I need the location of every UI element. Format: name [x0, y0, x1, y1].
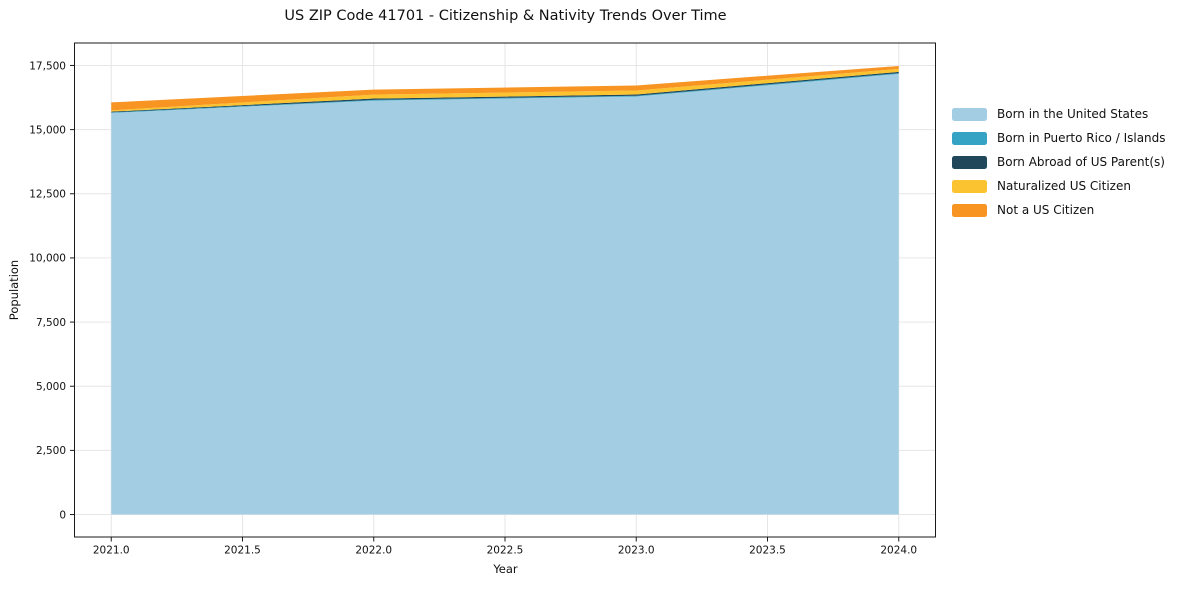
y-tick-label: 2,500: [36, 445, 66, 457]
legend-item: Born Abroad of US Parent(s): [952, 150, 1166, 174]
x-tick-label: 2021.5: [224, 545, 261, 557]
legend-item: Not a US Citizen: [952, 198, 1166, 222]
y-tick-label: 15,000: [29, 124, 66, 136]
legend: Born in the United States Born in Puerto …: [952, 102, 1166, 222]
x-tick-label: 2022.0: [355, 545, 392, 557]
legend-label: Naturalized US Citizen: [997, 179, 1131, 193]
legend-item: Born in the United States: [952, 102, 1166, 126]
stacked-areas: [111, 65, 899, 515]
y-tick-label: 0: [59, 509, 66, 521]
x-tick-label: 2022.5: [487, 545, 524, 557]
legend-label: Born in the United States: [997, 107, 1149, 121]
x-tick-label: 2023.5: [749, 545, 786, 557]
legend-swatch-icon: [952, 203, 987, 217]
plot-border: [74, 42, 936, 538]
legend-swatch-icon: [952, 179, 987, 193]
x-tick-label: 2021.0: [93, 545, 130, 557]
legend-swatch-icon: [952, 155, 987, 169]
legend-label: Born Abroad of US Parent(s): [997, 155, 1165, 169]
y-tick-label: 5,000: [36, 381, 66, 393]
x-axis-label: Year: [493, 562, 518, 576]
legend-swatch-icon: [952, 107, 987, 121]
tick-labels: 2021.0 2021.5 2022.0 2022.5 2023.0 2023.5 2024…: [29, 60, 917, 556]
y-tick-label: 17,500: [29, 60, 66, 72]
legend-label: Born in Puerto Rico / Islands: [997, 131, 1166, 145]
area-series-2: [111, 71, 899, 113]
x-tick-label: 2023.0: [618, 545, 655, 557]
legend-item: Naturalized US Citizen: [952, 174, 1166, 198]
legend-label: Not a US Citizen: [997, 203, 1095, 217]
area-series-1: [111, 73, 899, 113]
area-series-0: [111, 73, 899, 515]
y-tick-label: 7,500: [36, 317, 66, 329]
y-axis-label: Population: [7, 259, 21, 321]
axis-ticks: [70, 64, 900, 542]
legend-item: Born in Puerto Rico / Islands: [952, 126, 1166, 150]
area-series-3: [111, 68, 899, 112]
y-tick-label: 10,000: [29, 253, 66, 265]
area-series-4: [111, 65, 899, 111]
x-tick-label: 2024.0: [880, 545, 917, 557]
legend-swatch-icon: [952, 131, 987, 145]
y-tick-label: 12,500: [29, 189, 66, 201]
chart-title: US ZIP Code 41701 - Citizenship & Nativi…: [284, 8, 727, 24]
